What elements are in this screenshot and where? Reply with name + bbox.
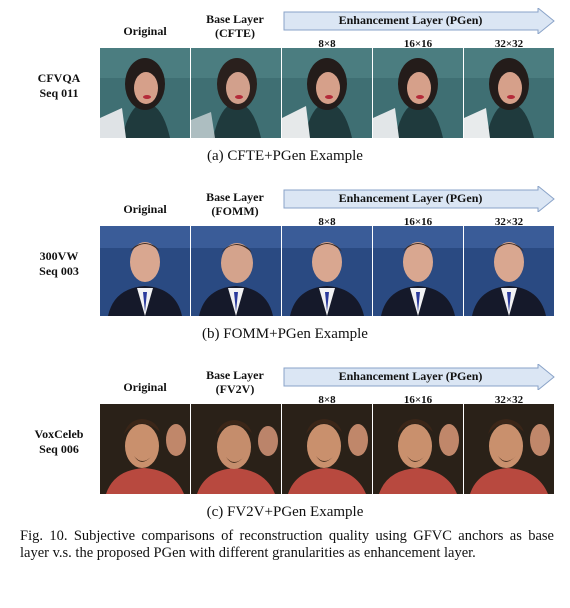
granularity-32: 32×32 [494, 216, 524, 228]
image-pgen-16x16 [373, 226, 463, 316]
image-base-layer [191, 404, 281, 494]
row-label: 300VW Seq 003 [39, 249, 79, 278]
header-base-layer: Base Layer (FV2V) [206, 368, 264, 396]
image-base-layer [191, 48, 281, 138]
granularity-32: 32×32 [494, 394, 524, 406]
panel-fomm: Original Base Layer (FOMM) Enhancement L… [0, 186, 570, 361]
panel-fv2v: Original Base Layer (FV2V) Enhancement L… [0, 364, 570, 539]
subfigure-caption: (b) FOMM+PGen Example [202, 326, 368, 342]
granularity-8: 8×8 [318, 38, 336, 50]
granularity-8: 8×8 [318, 394, 336, 406]
granularity-16: 16×16 [403, 216, 433, 228]
enhancement-arrow: Enhancement Layer (PGen) [283, 186, 555, 212]
granularity-16: 16×16 [403, 394, 433, 406]
arrow-shape [283, 186, 555, 212]
header-original: Original [123, 202, 167, 216]
image-original [100, 48, 190, 138]
enhancement-arrow: Enhancement Layer (PGen) [283, 8, 555, 34]
granularity-16: 16×16 [403, 38, 433, 50]
image-pgen-8x8 [282, 404, 372, 494]
image-pgen-16x16 [373, 404, 463, 494]
image-pgen-32x32 [464, 404, 554, 494]
granularity-8: 8×8 [318, 216, 336, 228]
arrow-shape [283, 8, 555, 34]
image-pgen-8x8 [282, 226, 372, 316]
subfigure-caption: (c) FV2V+PGen Example [206, 504, 364, 520]
image-original [100, 404, 190, 494]
enhancement-label: Enhancement Layer (PGen) [338, 369, 483, 383]
header-original: Original [123, 380, 167, 394]
enhancement-label: Enhancement Layer (PGen) [338, 13, 483, 27]
header-base-layer: Base Layer (CFTE) [206, 12, 264, 40]
subfigure-caption: (a) CFTE+PGen Example [207, 148, 363, 164]
arrow-shape [283, 364, 555, 390]
image-pgen-32x32 [464, 226, 554, 316]
enhancement-label: Enhancement Layer (PGen) [338, 191, 483, 205]
image-original [100, 226, 190, 316]
image-base-layer [191, 226, 281, 316]
row-label: VoxCeleb Seq 006 [34, 427, 84, 456]
granularity-32: 32×32 [494, 38, 524, 50]
image-pgen-32x32 [464, 48, 554, 138]
header-base-layer: Base Layer (FOMM) [206, 190, 264, 218]
figure-caption: Fig. 10. Subjective comparisons of recon… [20, 528, 554, 561]
panel-cfte: Original Base Layer (CFTE) Enhancement L… [0, 8, 570, 183]
image-pgen-8x8 [282, 48, 372, 138]
enhancement-arrow: Enhancement Layer (PGen) [283, 364, 555, 390]
row-label: CFVQA Seq 011 [37, 71, 81, 100]
image-pgen-16x16 [373, 48, 463, 138]
header-original: Original [123, 24, 167, 38]
